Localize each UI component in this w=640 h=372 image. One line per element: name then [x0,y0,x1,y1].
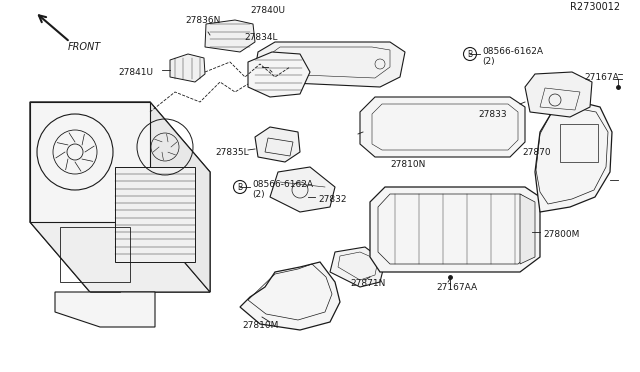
Polygon shape [255,127,300,162]
Text: 27810M: 27810M [242,321,278,330]
Polygon shape [115,167,195,262]
Polygon shape [360,97,525,157]
Text: 27800M: 27800M [543,230,579,238]
Text: 27870: 27870 [522,148,550,157]
Text: 27871N: 27871N [350,279,385,289]
Text: 08566-6162A: 08566-6162A [252,180,313,189]
Text: B: B [467,49,472,58]
Text: 27834L: 27834L [244,32,278,42]
Polygon shape [525,72,592,117]
Text: 27840U: 27840U [250,6,285,15]
Polygon shape [205,20,255,52]
Polygon shape [248,52,310,97]
Text: B: B [237,183,243,192]
Polygon shape [270,167,335,212]
Text: 27836N: 27836N [185,16,220,25]
Polygon shape [240,262,340,330]
Text: 27810N: 27810N [390,160,426,169]
Polygon shape [55,292,155,327]
Text: (2): (2) [482,57,495,65]
Text: 27832: 27832 [318,195,346,203]
Polygon shape [30,102,150,222]
Text: 27833: 27833 [478,109,507,119]
Text: FRONT: FRONT [68,42,101,52]
Text: 08566-6162A: 08566-6162A [482,46,543,55]
Polygon shape [30,102,210,292]
Polygon shape [170,54,205,82]
Polygon shape [535,102,612,212]
Text: (2): (2) [252,189,264,199]
Text: R2730012: R2730012 [570,2,620,12]
Text: 27835L: 27835L [215,148,248,157]
Polygon shape [30,222,210,292]
Polygon shape [255,42,405,87]
Polygon shape [370,187,540,272]
Polygon shape [330,247,385,287]
Text: 27167AA: 27167AA [436,283,477,292]
Polygon shape [150,102,210,292]
Text: 27841U: 27841U [118,67,153,77]
Text: 27167A: 27167A [584,73,619,81]
Polygon shape [520,194,535,264]
